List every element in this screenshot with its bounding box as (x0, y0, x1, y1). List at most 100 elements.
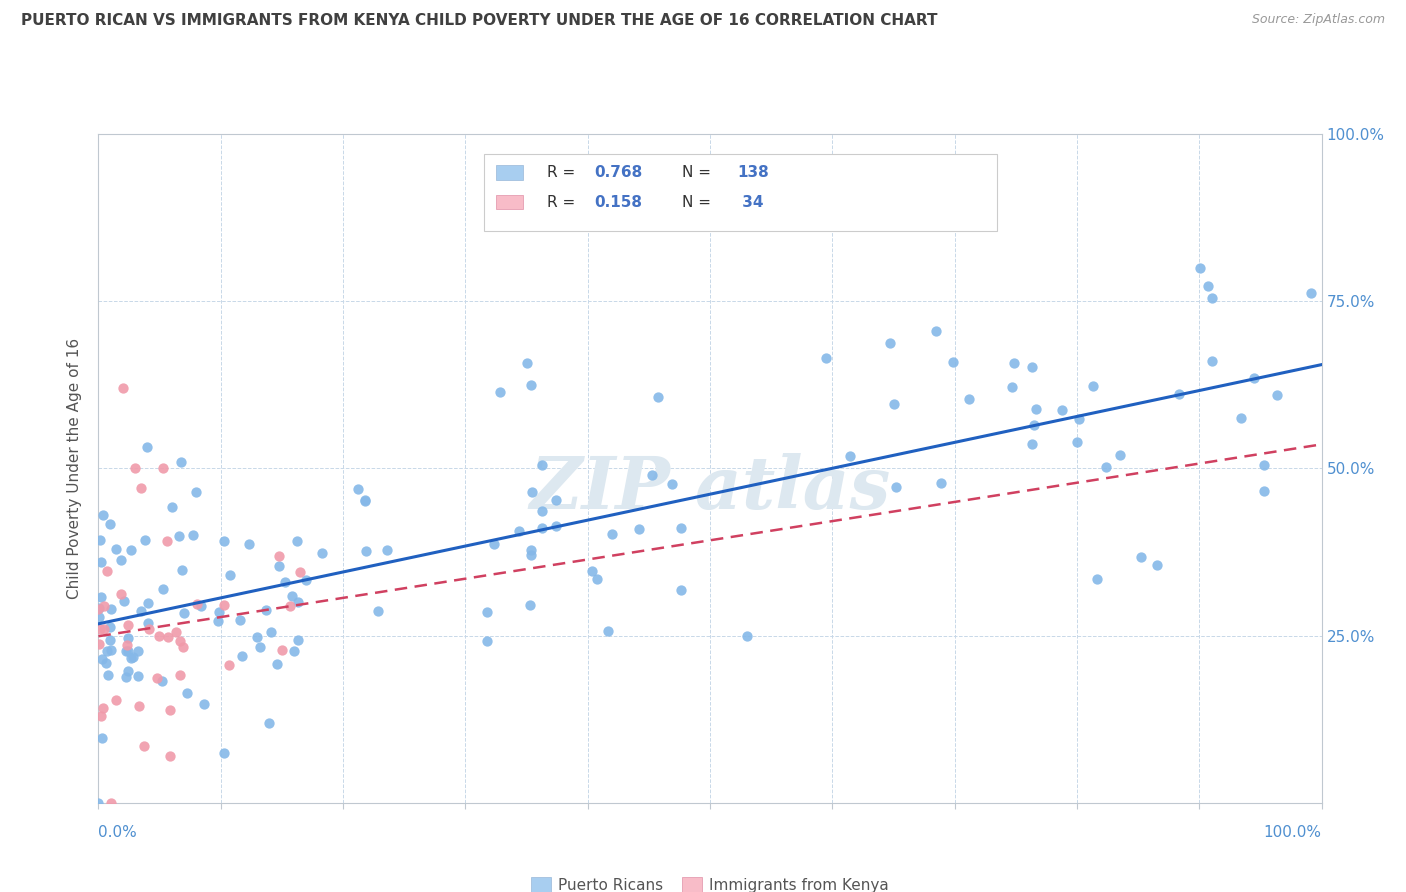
Point (114, 644, 136, 658)
Point (129, 603, 152, 617)
Point (585, 573, 607, 587)
Point (838, 449, 860, 463)
Point (1168, 387, 1191, 401)
Point (219, 568, 242, 582)
Point (1021, 436, 1043, 450)
Point (117, 644, 139, 658)
Point (212, 746, 235, 760)
Point (508, 524, 530, 538)
Point (280, 590, 302, 604)
Point (347, 482, 370, 496)
Point (229, 613, 252, 627)
Point (1253, 458, 1275, 473)
Point (1050, 402, 1073, 417)
Text: N =: N = (682, 165, 716, 180)
Point (1201, 354, 1223, 368)
Point (159, 703, 181, 717)
Point (1201, 291, 1223, 305)
Point (98, 632, 121, 647)
Point (186, 598, 208, 612)
Point (90, 555, 112, 569)
Point (89, 622, 111, 636)
Point (354, 544, 377, 558)
Point (249, 640, 271, 655)
Point (482, 536, 505, 550)
Point (87, 602, 110, 616)
Point (1066, 434, 1088, 449)
Point (661, 477, 683, 491)
Point (957, 392, 980, 406)
FancyBboxPatch shape (496, 194, 523, 210)
Point (274, 575, 297, 590)
Point (115, 638, 138, 652)
Point (600, 527, 623, 541)
Point (100, 620, 122, 634)
Y-axis label: Child Poverty Under the Age of 16: Child Poverty Under the Age of 16 (67, 338, 83, 599)
Point (1299, 286, 1322, 301)
Point (138, 622, 160, 636)
Point (489, 385, 512, 400)
Point (87, 796, 110, 810)
Point (111, 381, 134, 395)
Point (90, 591, 112, 605)
Point (598, 624, 620, 638)
Point (1265, 388, 1288, 402)
Point (90, 652, 112, 666)
Point (1095, 460, 1118, 475)
Point (254, 603, 277, 617)
Point (231, 648, 253, 663)
Point (122, 649, 145, 664)
Point (96, 564, 118, 578)
Point (375, 542, 398, 557)
Point (112, 593, 135, 607)
Point (121, 542, 143, 557)
Point (278, 599, 301, 614)
Text: ZIP atlas: ZIP atlas (530, 453, 890, 524)
Text: N =: N = (682, 194, 716, 210)
Point (354, 493, 377, 508)
Point (288, 565, 311, 579)
Text: Source: ZipAtlas.com: Source: ZipAtlas.com (1251, 13, 1385, 27)
Point (367, 604, 389, 618)
Point (735, 629, 758, 643)
Point (208, 605, 231, 619)
Text: 0.768: 0.768 (593, 165, 643, 180)
Point (520, 542, 543, 557)
Point (1146, 558, 1168, 573)
Point (1109, 448, 1132, 462)
Point (165, 624, 187, 639)
Point (519, 378, 541, 392)
Point (814, 351, 837, 365)
Point (100, 601, 122, 615)
Point (93, 622, 115, 636)
Point (156, 534, 179, 549)
Point (283, 644, 305, 658)
Point (117, 664, 139, 678)
Point (1243, 371, 1265, 385)
Point (100, 796, 122, 810)
Point (94, 656, 117, 670)
Point (176, 686, 198, 700)
Point (628, 522, 651, 536)
Point (531, 504, 554, 518)
Point (128, 698, 150, 713)
Point (97, 667, 120, 681)
Point (212, 598, 235, 612)
Point (1253, 483, 1275, 498)
Point (117, 617, 139, 632)
Point (169, 668, 191, 682)
Point (354, 493, 377, 508)
Point (641, 467, 664, 482)
Point (516, 356, 538, 370)
Point (519, 599, 541, 613)
Point (91, 700, 114, 714)
Point (287, 595, 309, 609)
Point (669, 521, 692, 535)
Point (519, 548, 541, 562)
Point (190, 599, 212, 614)
Point (669, 582, 692, 597)
Point (260, 624, 283, 639)
Text: 0.158: 0.158 (593, 194, 641, 210)
Point (214, 534, 236, 549)
Point (1025, 402, 1047, 417)
